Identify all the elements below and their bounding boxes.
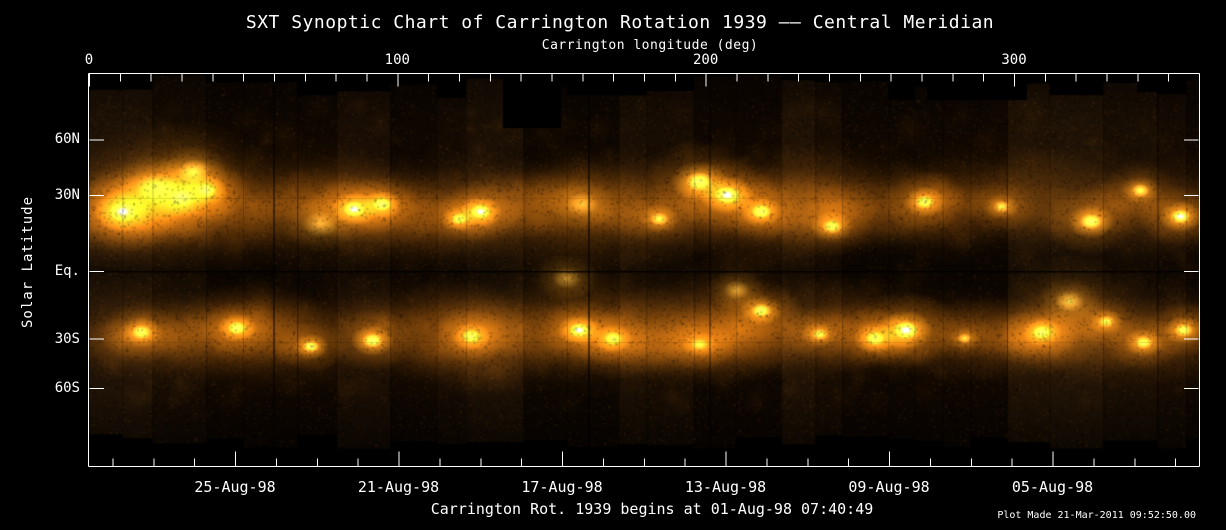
chart-title: SXT Synoptic Chart of Carrington Rotatio… <box>245 12 995 33</box>
latitude-tick-label: 30N <box>54 187 80 203</box>
date-tick-label: 25-Aug-98 <box>194 478 276 496</box>
longitude-tick-label: 0 <box>84 52 94 68</box>
longitude-tick-label: 300 <box>1001 52 1027 68</box>
longitude-axis-label: Carrington longitude (deg) <box>541 38 759 53</box>
date-tick-label: 05-Aug-98 <box>1011 478 1094 496</box>
date-tick-label: 21-Aug-98 <box>357 478 440 496</box>
plot-timestamp: Plot Made 21-Mar-2011 09:52:50.00 <box>997 510 1196 521</box>
solar-mosaic-image <box>89 74 1199 466</box>
longitude-tick-label: 200 <box>693 52 719 68</box>
date-tick-label: 09-Aug-98 <box>848 478 930 496</box>
latitude-tick-label: 60S <box>54 379 80 396</box>
date-tick-label: 17-Aug-98 <box>521 478 603 496</box>
latitude-tick-label: 30S <box>54 330 80 347</box>
latitude-tick-label: 60N <box>54 131 80 148</box>
longitude-tick-label: 100 <box>384 52 410 68</box>
latitude-tick-label: Eq. <box>54 263 80 279</box>
date-tick-label: 13-Aug-98 <box>684 478 767 496</box>
latitude-axis-label: Solar Latitude <box>20 195 36 329</box>
rotation-start-caption: Carrington Rot. 1939 begins at 01-Aug-98… <box>430 500 874 518</box>
